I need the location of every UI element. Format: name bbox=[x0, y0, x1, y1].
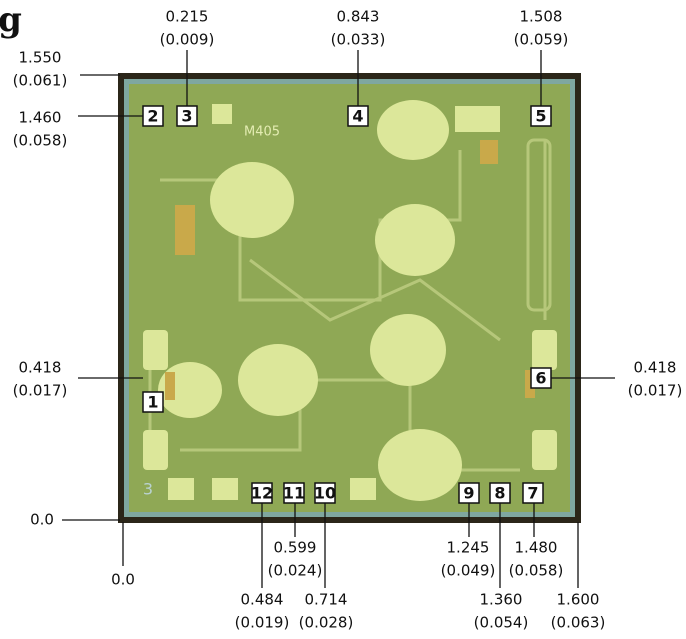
dimension-value: 1.245 bbox=[447, 539, 490, 557]
dimension-value: 0.418 bbox=[634, 359, 677, 377]
pad-number: 9 bbox=[463, 484, 474, 503]
dimension-value: 0.714 bbox=[305, 591, 348, 609]
die-mark: 3 bbox=[143, 480, 153, 499]
pad-number: 3 bbox=[181, 107, 192, 126]
pad-number: 8 bbox=[494, 484, 505, 503]
pad-box bbox=[489, 482, 511, 504]
dimension-inches: (0.054) bbox=[474, 614, 529, 632]
pad-number: 5 bbox=[535, 107, 546, 126]
pad-number: 11 bbox=[283, 484, 305, 503]
die-photo: M405 3 bbox=[118, 73, 581, 523]
dimension-inches: (0.009) bbox=[160, 31, 215, 49]
pad-box bbox=[347, 105, 369, 127]
pad-number: 7 bbox=[527, 484, 538, 503]
pad-label: 12 bbox=[251, 482, 273, 504]
dimension-inches: (0.058) bbox=[509, 562, 564, 580]
dimension-value: 0.843 bbox=[337, 8, 380, 26]
dimension-inches: (0.063) bbox=[551, 614, 606, 632]
pad-label: 10 bbox=[314, 482, 336, 504]
dimension-inches: (0.033) bbox=[331, 31, 386, 49]
dimension-value: 1.460 bbox=[19, 109, 62, 127]
pad-label: 5 bbox=[530, 105, 552, 127]
dimension-labels: 0.215 (0.009) 0.843 (0.033) 1.508 (0.059) 1.55… bbox=[13, 8, 683, 632]
dimension-inches: (0.028) bbox=[299, 614, 354, 632]
pad-label: 2 bbox=[142, 105, 164, 127]
pad-box bbox=[251, 482, 273, 504]
dimension-value: 1.508 bbox=[520, 8, 563, 26]
pad-number: 12 bbox=[251, 484, 273, 503]
pad-label: 6 bbox=[530, 367, 552, 389]
dimension-value: 0.484 bbox=[241, 591, 284, 609]
pad-box bbox=[142, 105, 164, 127]
dimension-inches: (0.061) bbox=[13, 72, 68, 90]
dimension-value: 1.480 bbox=[515, 539, 558, 557]
dimension-inches: (0.058) bbox=[13, 132, 68, 150]
heading: g bbox=[0, 0, 22, 40]
dimension-inches: (0.019) bbox=[235, 614, 290, 632]
pad-label: 8 bbox=[489, 482, 511, 504]
dimension-inches: (0.059) bbox=[514, 31, 569, 49]
pad-box bbox=[530, 105, 552, 127]
pad-number: 1 bbox=[147, 393, 158, 412]
pad-label: 4 bbox=[347, 105, 369, 127]
dimension-value: 0.599 bbox=[274, 539, 317, 557]
dimension-inches: (0.024) bbox=[268, 562, 323, 580]
dimension-inches: (0.017) bbox=[13, 382, 68, 400]
dimension-inches: (0.017) bbox=[628, 382, 683, 400]
pad-label: 1 bbox=[142, 391, 164, 413]
pad-box bbox=[458, 482, 480, 504]
pad-number: 4 bbox=[352, 107, 363, 126]
pad-label: 7 bbox=[522, 482, 544, 504]
dimension-value: 1.360 bbox=[480, 591, 523, 609]
leader-lines bbox=[62, 50, 615, 588]
die-mark: M405 bbox=[244, 125, 280, 140]
pad-label: 3 bbox=[176, 105, 198, 127]
pad-box bbox=[530, 367, 552, 389]
pad-number: 10 bbox=[314, 484, 336, 503]
dimension-value: 0.418 bbox=[19, 359, 62, 377]
dimension-value: 0.0 bbox=[111, 571, 135, 589]
pad-box bbox=[283, 482, 305, 504]
pad-number: 6 bbox=[535, 369, 546, 388]
dimension-value: 0.0 bbox=[30, 511, 54, 529]
pad-box bbox=[176, 105, 198, 127]
pad-box bbox=[314, 482, 336, 504]
pad-box bbox=[142, 391, 164, 413]
dimension-value: 1.550 bbox=[19, 49, 62, 67]
pad-label: 9 bbox=[458, 482, 480, 504]
dimension-value: 0.215 bbox=[166, 8, 209, 26]
pad-label: 11 bbox=[283, 482, 305, 504]
dimension-inches: (0.049) bbox=[441, 562, 496, 580]
pad-box bbox=[522, 482, 544, 504]
pad-number: 2 bbox=[147, 107, 158, 126]
dimension-value: 1.600 bbox=[557, 591, 600, 609]
